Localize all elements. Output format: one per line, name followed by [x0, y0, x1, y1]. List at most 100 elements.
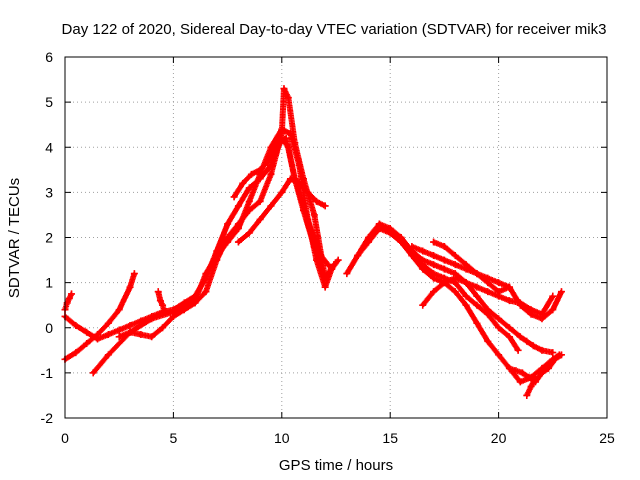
data-point: [538, 310, 546, 318]
data-point: [159, 301, 167, 309]
data-point: [523, 337, 531, 345]
data-point: [544, 364, 552, 372]
data-point: [115, 333, 123, 341]
data-point: [430, 261, 438, 269]
x-tick-label: 25: [599, 430, 615, 446]
data-point: [354, 252, 362, 260]
series-arc-10: [375, 220, 522, 354]
data-point: [525, 373, 533, 381]
data-point: [512, 367, 520, 375]
data-point: [291, 139, 299, 147]
x-tick-label: 20: [491, 430, 507, 446]
data-point: [245, 184, 253, 192]
data-point: [213, 256, 221, 264]
data-point: [137, 331, 145, 339]
data-point: [408, 252, 416, 260]
y-tick-label: 5: [45, 94, 53, 110]
data-point: [397, 238, 405, 246]
data-points: [61, 85, 565, 399]
y-tick-label: 2: [45, 230, 53, 246]
data-point: [473, 270, 481, 278]
data-point: [148, 315, 156, 323]
data-point: [273, 139, 281, 147]
data-point: [386, 229, 394, 237]
data-point: [516, 378, 524, 386]
data-point: [462, 292, 470, 300]
data-point: [321, 274, 329, 282]
data-point: [224, 234, 232, 241]
data-point: [430, 288, 438, 296]
data-point: [484, 337, 492, 345]
data-point: [304, 188, 312, 196]
data-point: [245, 206, 253, 214]
data-point: [156, 297, 164, 305]
data-point: [549, 292, 557, 300]
data-point: [169, 312, 177, 320]
data-point: [557, 351, 565, 359]
data-point: [278, 188, 286, 196]
data-point: [334, 256, 342, 264]
data-point: [518, 369, 526, 377]
data-point: [505, 364, 513, 372]
data-point: [180, 306, 188, 314]
data-point: [247, 170, 255, 178]
data-point: [291, 175, 299, 183]
data-point: [321, 202, 329, 210]
data-point: [308, 229, 316, 237]
data-point: [68, 290, 76, 298]
data-point: [245, 229, 253, 237]
series-arc-15: [523, 373, 539, 399]
data-point: [462, 301, 470, 309]
data-point: [256, 197, 264, 205]
data-point: [529, 342, 537, 350]
series-arc-5: [115, 85, 329, 341]
data-point: [473, 292, 481, 300]
data-point: [495, 351, 503, 359]
data-point: [202, 270, 210, 278]
data-point: [473, 319, 481, 327]
plot-frame: [64, 56, 608, 419]
y-tick-label: 6: [45, 49, 53, 65]
data-point: [126, 283, 134, 291]
data-point: [234, 220, 242, 228]
data-point: [267, 170, 275, 178]
data-point: [310, 211, 318, 219]
data-point: [516, 299, 524, 307]
x-tick-label: 5: [170, 430, 178, 446]
data-point: [505, 324, 513, 332]
data-point: [419, 261, 427, 269]
data-point: [495, 279, 503, 287]
data-point: [72, 349, 80, 357]
y-tick-label: -2: [41, 410, 54, 426]
data-point: [328, 265, 336, 273]
data-point: [505, 297, 513, 305]
y-tick-label: 4: [45, 139, 53, 155]
data-point: [451, 261, 459, 269]
data-point: [126, 328, 134, 336]
data-point: [527, 306, 535, 314]
data-point: [104, 331, 112, 339]
data-point: [473, 301, 481, 309]
data-point: [484, 310, 492, 318]
y-tick-label: 1: [45, 275, 53, 291]
data-point: [312, 256, 320, 264]
series-arc-16: [154, 288, 169, 316]
data-point: [495, 315, 503, 323]
data-point: [148, 333, 156, 341]
data-point: [451, 288, 459, 296]
data-point: [278, 130, 286, 138]
y-tick-label: 0: [45, 320, 53, 336]
data-point: [451, 274, 459, 282]
data-point: [430, 238, 438, 246]
data-point: [495, 288, 503, 296]
data-point: [267, 202, 275, 210]
data-point: [94, 335, 102, 343]
data-point: [523, 391, 531, 399]
x-tick-label: 10: [274, 430, 290, 446]
data-point: [72, 321, 80, 329]
data-point: [299, 175, 307, 183]
x-tick-label: 15: [382, 430, 398, 446]
data-point: [505, 283, 513, 291]
data-point: [430, 270, 438, 278]
data-point: [527, 382, 535, 390]
